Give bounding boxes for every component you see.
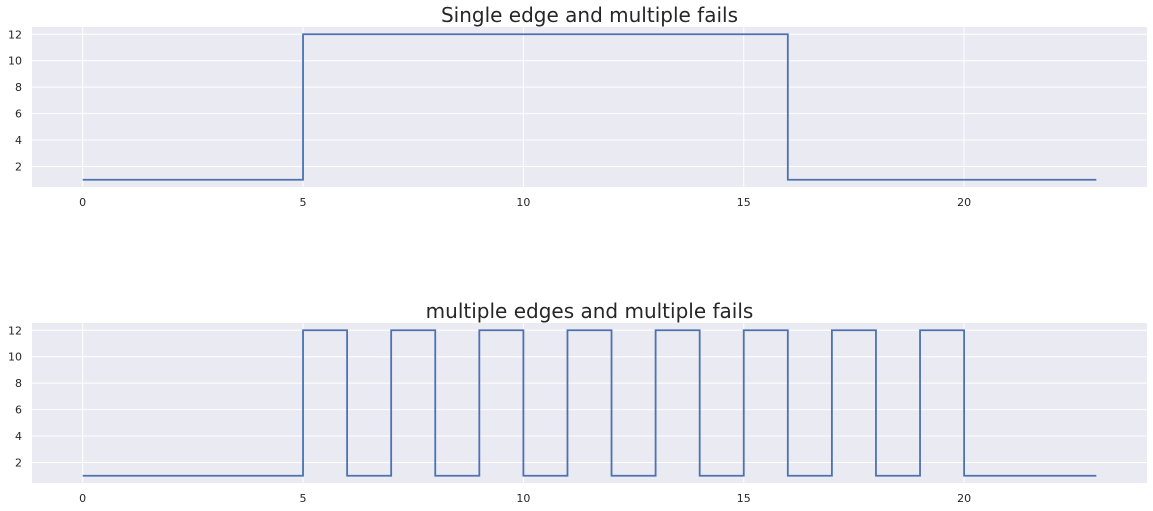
y-tick-label: 8: [15, 377, 22, 390]
x-tick-label: 15: [737, 492, 751, 505]
y-tick-label: 12: [8, 28, 22, 41]
series-line: [82, 329, 1097, 477]
x-tick-label: 0: [79, 196, 86, 209]
y-tick-label: 4: [15, 134, 22, 147]
y-tick-label: 10: [8, 55, 22, 68]
y-tick-label: 4: [15, 430, 22, 443]
y-tick-label: 6: [15, 404, 22, 417]
x-tick-label: 5: [300, 196, 307, 209]
y-tick-label: 6: [15, 108, 22, 121]
x-tick-label: 20: [957, 196, 971, 209]
subplot-2: 0 5 10 15 20 2 4 6 8 10 12 multiple edges and multi…: [8, 299, 1147, 505]
x-tick-label: 20: [957, 492, 971, 505]
series-line: [82, 33, 1097, 181]
y-tick-label: 2: [15, 457, 22, 470]
x-tick-label: 5: [300, 492, 307, 505]
chart-title: multiple edges and multiple fails: [426, 299, 754, 323]
y-tick-label: 8: [15, 81, 22, 94]
subplot-1: 0 5 10 15 20 2 4 6 8 10 12 Single edge and multiple…: [8, 3, 1147, 209]
plot-area: [32, 27, 1147, 187]
plot-area: [32, 323, 1147, 483]
chart-title: Single edge and multiple fails: [441, 3, 738, 27]
x-tick-label: 0: [79, 492, 86, 505]
x-tick-label: 15: [737, 196, 751, 209]
x-tick-label: 10: [516, 492, 530, 505]
y-tick-label: 2: [15, 161, 22, 174]
x-tick-label: 10: [516, 196, 530, 209]
y-tick-label: 10: [8, 351, 22, 364]
y-tick-label: 12: [8, 324, 22, 337]
